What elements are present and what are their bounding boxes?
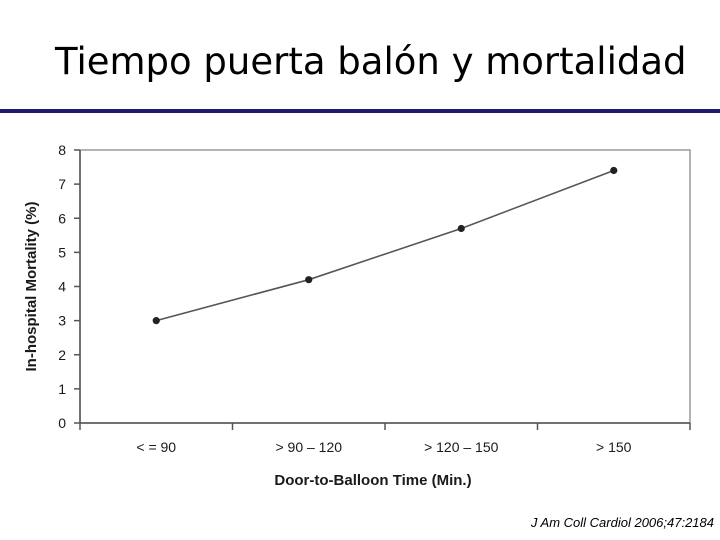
y-tick-label: 3 — [58, 313, 66, 329]
citation: J Am Coll Cardiol 2006;47:2184 — [530, 515, 714, 530]
series-line — [156, 169, 615, 322]
slide-title: Tiempo puerta balón y mortalidad — [55, 40, 687, 83]
data-point — [152, 317, 160, 325]
y-tick-label: 6 — [58, 210, 66, 226]
plot-area: 0 1 2 3 4 5 6 7 8 < = 90 > 90 – 120 > 120 – 150 > 15… — [58, 142, 691, 455]
y-tick-label: 4 — [58, 279, 66, 295]
x-tick-label: < = 90 — [136, 439, 176, 455]
data-point — [457, 224, 465, 233]
x-tick-label: > 150 — [596, 439, 632, 455]
y-tick-label: 7 — [58, 176, 66, 192]
y-tick-label: 5 — [58, 244, 66, 260]
y-tick-label: 2 — [58, 347, 66, 363]
data-point — [610, 166, 618, 175]
x-tick-label: > 90 – 120 — [275, 439, 342, 455]
y-tick-label: 1 — [58, 381, 66, 397]
y-tick-label: 0 — [58, 415, 66, 431]
title-divider — [0, 109, 720, 113]
y-axis-title: In-hospital Mortality (%) — [23, 202, 40, 372]
plot-frame — [79, 149, 691, 424]
y-tick-label: 8 — [58, 142, 66, 158]
mortality-line-chart: 0 1 2 3 4 5 6 7 8 < = 90 > 90 – 120 > 120 – 150 > 15… — [23, 142, 691, 489]
data-point — [305, 276, 313, 284]
x-axis-title: Door-to-Balloon Time (Min.) — [274, 472, 471, 489]
x-tick-label: > 120 – 150 — [424, 439, 499, 455]
